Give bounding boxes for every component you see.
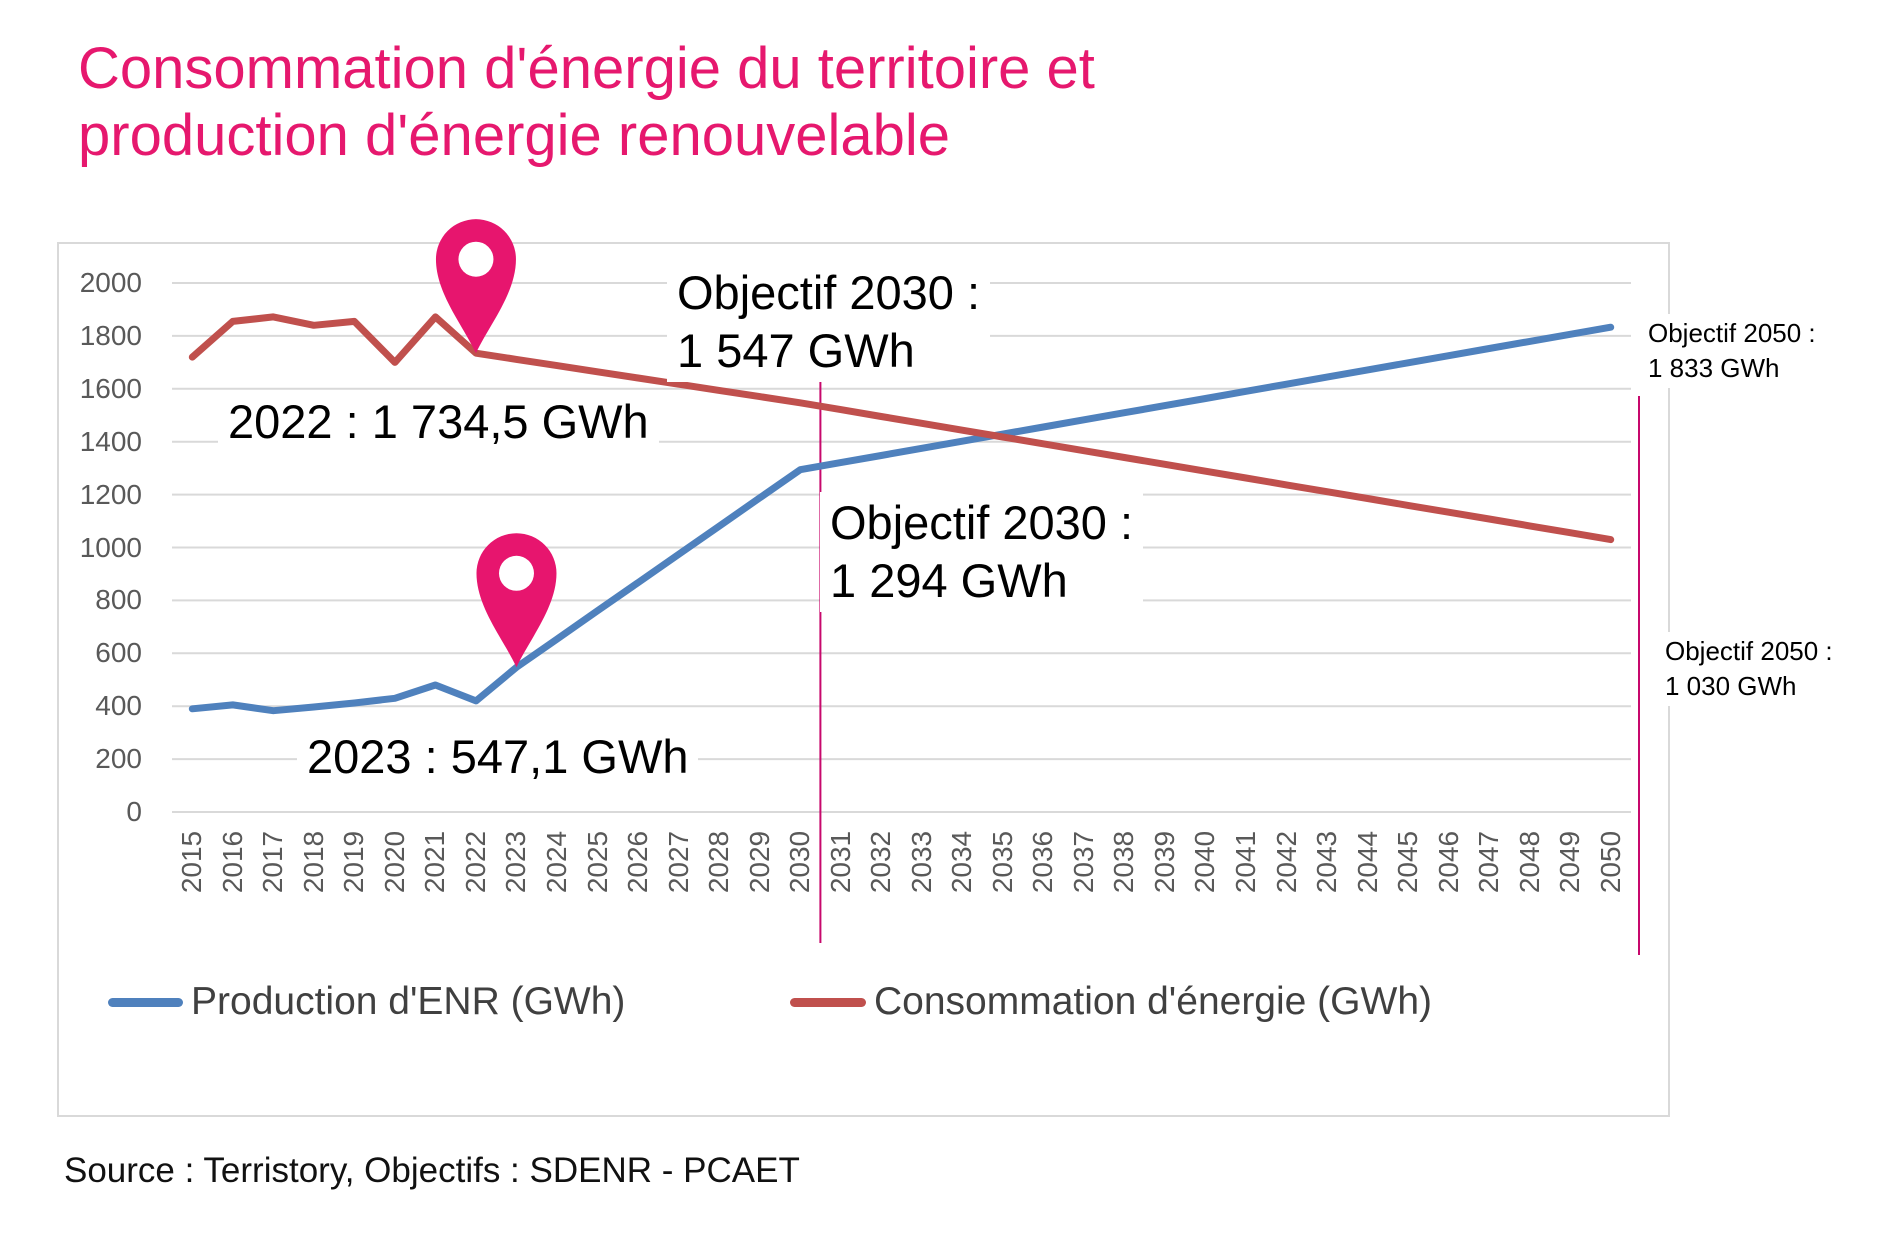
x-axis-tick-2045: 2045 [1392, 830, 1424, 894]
y-axis-tick-200: 200 [95, 743, 142, 775]
map-pin-2023-icon [476, 533, 557, 668]
x-axis-tick-2037: 2037 [1067, 830, 1099, 894]
y-axis-tick-2000: 2000 [79, 267, 142, 298]
legend-item-consumption: Consommation d'énergie (GWh) [790, 978, 1432, 1026]
x-axis-tick-2040: 2040 [1189, 830, 1221, 894]
y-axis-tick-1400: 1400 [79, 425, 142, 457]
annotation-production-2023-text: 2023 : 547,1 GWh [307, 730, 689, 783]
page-title: Consommation d'énergie du territoire et … [78, 35, 1095, 169]
annotation-objective-2030-consumption-line1: Objectif 2030 : [677, 266, 981, 319]
annotation-objective-2030-production-line2: 1 294 GWh [830, 554, 1068, 607]
consommation-line-series [188, 313, 1615, 544]
x-axis-tick-2041: 2041 [1229, 830, 1261, 894]
annotation-production-2023: 2023 : 547,1 GWh [297, 726, 699, 788]
x-axis-tick-2021: 2021 [419, 830, 451, 894]
annotation-objective-2050-production: Objectif 2050 : 1 833 GWh [1640, 314, 1824, 388]
x-axis-tick-2032: 2032 [865, 830, 897, 894]
annotation-objective-2050-consumption: Objectif 2050 : 1 030 GWh [1657, 632, 1841, 706]
annotation-consumption-2022: 2022 : 1 734,5 GWh [218, 391, 659, 453]
page-title-line1: Consommation d'énergie du territoire et [78, 36, 1095, 101]
x-axis-tick-2019: 2019 [338, 830, 370, 894]
x-axis-tick-2027: 2027 [662, 830, 694, 894]
x-axis-tick-2033: 2033 [905, 830, 937, 894]
x-axis-tick-2049: 2049 [1554, 830, 1586, 894]
annotation-objective-2030-production: Objectif 2030 : 1 294 GWh [820, 492, 1144, 612]
consumption-legend-label: Consommation d'énergie (GWh) [874, 980, 1432, 1023]
consumption-legend-swatch [790, 997, 866, 1007]
x-axis-tick-2036: 2036 [1027, 830, 1059, 894]
annotation-objective-2050-consumption-line1: Objectif 2050 : [1665, 636, 1833, 666]
x-axis-tick-2030: 2030 [784, 830, 816, 894]
x-axis-tick-2042: 2042 [1270, 830, 1302, 894]
annotation-consumption-2022-text: 2022 : 1 734,5 GWh [228, 395, 649, 448]
x-axis-tick-2026: 2026 [622, 830, 654, 894]
x-axis-tick-2029: 2029 [743, 830, 775, 894]
x-axis-tick-2028: 2028 [703, 830, 735, 894]
x-axis-tick-2044: 2044 [1351, 830, 1383, 894]
x-axis-tick-2025: 2025 [581, 830, 613, 894]
x-axis-tick-2017: 2017 [257, 830, 289, 894]
y-axis-tick-1800: 1800 [79, 319, 142, 351]
x-axis-tick-2015: 2015 [176, 830, 208, 894]
y-axis-tick-1200: 1200 [79, 478, 142, 510]
x-axis-tick-2035: 2035 [986, 830, 1018, 894]
annotation-objective-2050-consumption-line2: 1 030 GWh [1665, 671, 1797, 701]
x-axis-tick-2018: 2018 [297, 830, 329, 894]
source-caption: Source : Terristory, Objectifs : SDENR -… [64, 1151, 800, 1190]
x-axis-tick-2024: 2024 [541, 830, 572, 894]
y-axis-tick-800: 800 [95, 584, 142, 616]
annotation-objective-2030-production-line1: Objectif 2030 : [830, 496, 1134, 549]
x-axis-tick-2020: 2020 [378, 830, 410, 894]
production-legend-swatch [108, 997, 183, 1007]
annotation-objective-2030-consumption: Objectif 2030 : 1 547 GWh [667, 262, 991, 382]
x-axis-tick-2039: 2039 [1148, 830, 1180, 894]
y-axis-tick-0: 0 [126, 796, 142, 827]
production-line-series [188, 323, 1615, 715]
production-legend-label: Production d'ENR (GWh) [191, 980, 626, 1023]
x-axis-tick-2050: 2050 [1594, 830, 1626, 894]
annotation-objective-2050-production-line1: Objectif 2050 : [1648, 318, 1816, 348]
page-title-line2: production d'énergie renouvelable [78, 103, 951, 168]
x-axis-tick-2016: 2016 [216, 830, 248, 894]
y-axis-tick-1000: 1000 [79, 531, 142, 563]
x-axis-tick-2034: 2034 [946, 830, 978, 894]
map-pin-2022-icon [435, 219, 516, 354]
x-axis-tick-2046: 2046 [1432, 830, 1464, 894]
x-axis-tick-2043: 2043 [1311, 830, 1343, 894]
legend-item-production: Production d'ENR (GWh) [108, 978, 625, 1026]
y-axis-tick-400: 400 [95, 690, 142, 722]
x-axis-tick-2048: 2048 [1513, 830, 1545, 894]
y-axis-tick-1600: 1600 [79, 372, 142, 404]
x-axis-tick-2047: 2047 [1473, 830, 1505, 894]
annotation-objective-2050-production-line2: 1 833 GWh [1648, 353, 1780, 383]
x-axis-tick-2038: 2038 [1108, 830, 1140, 894]
annotation-objective-2030-consumption-line2: 1 547 GWh [677, 324, 915, 377]
x-axis-tick-2031: 2031 [824, 830, 856, 894]
y-axis-tick-600: 600 [95, 637, 142, 669]
x-axis-tick-2023: 2023 [500, 830, 532, 894]
x-axis-tick-2022: 2022 [459, 830, 491, 894]
